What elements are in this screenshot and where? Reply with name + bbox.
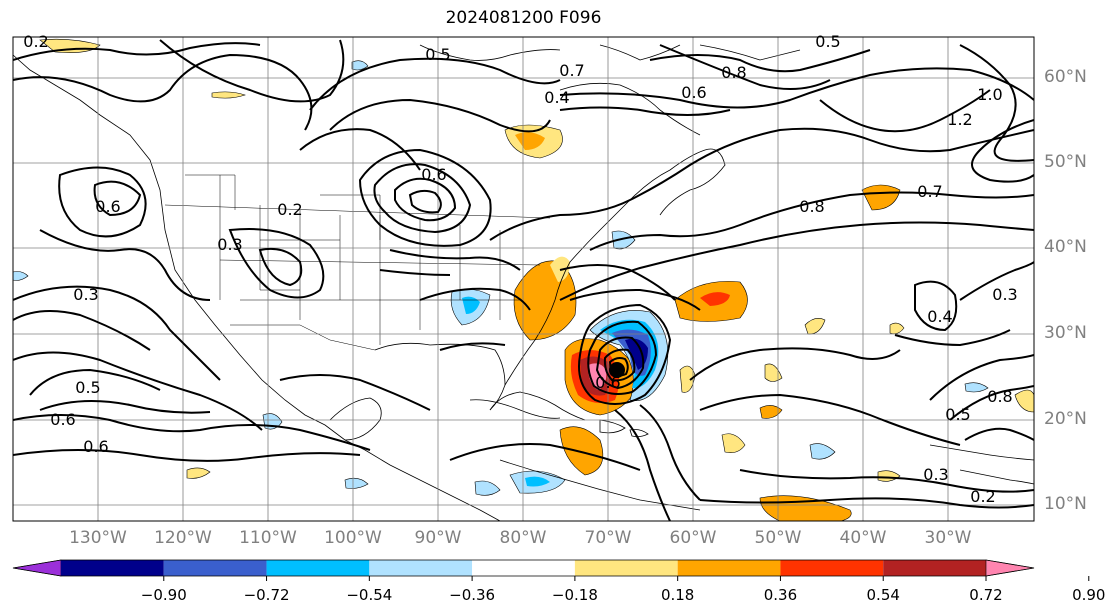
colorbar-segment <box>677 560 781 576</box>
contour-label: 0.2 <box>970 487 995 506</box>
longitude-label: 70°W <box>584 528 632 548</box>
colorbar-tick-label: −0.72 <box>243 586 290 604</box>
political-borders <box>164 174 551 351</box>
contour-labels: 0.2 0.5 0.7 0.4 0.6 0.8 0.5 0.2 0.3 0.6 0.3 1.2 1.0 0… <box>23 32 1017 506</box>
contour-label: 1.0 <box>977 85 1002 104</box>
anomaly-fill-yellow <box>186 467 211 479</box>
latitude-label: 10°N <box>1044 494 1087 514</box>
anomaly-fill-red <box>700 292 730 306</box>
anomaly-fill-blue <box>462 296 480 314</box>
contour-label: 0.6 <box>595 373 620 392</box>
contour-label: 0.6 <box>83 437 108 456</box>
anomaly-fill-lightblue <box>351 60 369 71</box>
latitude-label: 30°N <box>1044 323 1087 343</box>
anomaly-fill-lightblue <box>809 443 836 460</box>
contour-label: 0.3 <box>217 235 242 254</box>
colorbar-tick-label: −0.18 <box>551 586 598 604</box>
longitude-label: 30°W <box>924 528 972 548</box>
contour-label: 0.4 <box>544 88 569 107</box>
colorbar-segment <box>883 560 986 576</box>
colorbar-tick-label: −0.54 <box>346 586 393 604</box>
longitude-label: 80°W <box>499 528 547 548</box>
latitude-label: 50°N <box>1044 152 1087 172</box>
map-title: 2024081200 F096 <box>445 8 602 28</box>
longitude-label: 130°W <box>69 528 127 548</box>
longitude-label: 50°W <box>754 528 802 548</box>
anomaly-fill-lightblue <box>474 480 501 496</box>
contour-label: 0.5 <box>75 378 100 397</box>
contour-label: 0.2 <box>277 200 302 219</box>
contour-label: 0.5 <box>815 32 840 51</box>
map-frame <box>12 36 1035 522</box>
colorbar-segment <box>780 560 884 576</box>
contour-label: 0.6 <box>681 83 706 102</box>
anomaly-fill-orange <box>861 184 901 211</box>
contour-label: 0.3 <box>923 465 948 484</box>
colorbar-outline <box>12 559 1035 577</box>
anomaly-fill-lightblue <box>964 382 989 393</box>
colorbar <box>12 559 1090 581</box>
colorbar-tick-label: 0.36 <box>763 586 798 604</box>
colorbar-tick-label: −0.36 <box>449 586 496 604</box>
coastlines <box>13 44 1034 521</box>
contour-label: 0.3 <box>992 285 1017 304</box>
contour-label: 0.2 <box>23 32 48 51</box>
anomaly-fill-lightblue <box>13 271 29 281</box>
longitude-label: 60°W <box>669 528 717 548</box>
latitude-label: 20°N <box>1044 409 1087 429</box>
anomaly-fill-yellow <box>211 91 246 99</box>
contour-label: 0.3 <box>73 285 98 304</box>
contour-label: 0.5 <box>425 45 450 64</box>
colorbar-segment <box>369 560 473 576</box>
colorbar-tick-label: 0.72 <box>969 586 1003 604</box>
colorbar-segment <box>266 560 370 576</box>
colorbar-tick-label: 0.90 <box>1072 586 1105 604</box>
colorbar-tick-label: 0.54 <box>866 586 900 604</box>
contour-label: 0.5 <box>945 405 970 424</box>
anomaly-fill-yellow <box>1014 389 1034 413</box>
anomaly-fill-orange <box>759 405 783 419</box>
anomaly-fill-orange <box>559 426 604 476</box>
contour-label: 0.8 <box>799 197 824 216</box>
anomaly-fill-orange <box>515 132 545 150</box>
contour-label: 0.8 <box>987 387 1012 406</box>
contour-label: 1.2 <box>947 110 972 129</box>
colorbar-segment <box>163 560 267 576</box>
contour-lines <box>13 39 1034 521</box>
longitude-label: 40°W <box>839 528 887 548</box>
anomaly-fill-lightblue <box>611 230 636 250</box>
latitude-label: 40°N <box>1044 237 1087 257</box>
anomaly-fill-blue <box>525 476 550 487</box>
colorbar-segment <box>61 560 164 576</box>
latitude-label: 60°N <box>1044 67 1087 87</box>
anomaly-fill-yellow <box>721 433 746 453</box>
contour-label: 0.7 <box>559 61 584 80</box>
contour-label: 0.4 <box>927 307 952 326</box>
contour-label: 0.7 <box>917 182 942 201</box>
colorbar-segment <box>472 560 575 576</box>
longitude-label: 110°W <box>239 528 297 548</box>
storm-center-marker <box>609 362 625 378</box>
longitude-label: 120°W <box>154 528 212 548</box>
colorbar-high-arrow <box>985 559 1035 577</box>
longitude-label: 100°W <box>324 528 382 548</box>
colorbar-segment <box>574 560 678 576</box>
colorbar-low-arrow <box>12 559 62 577</box>
longitude-label: 90°W <box>414 528 462 548</box>
contour-label: 0.6 <box>421 165 446 184</box>
colorbar-tick-label: −0.90 <box>140 586 187 604</box>
contour-label: 0.6 <box>95 197 120 216</box>
contour-label: 0.6 <box>50 410 75 429</box>
colorbar-tick-label: 0.18 <box>660 586 695 604</box>
contour-label: 0.8 <box>721 63 746 82</box>
